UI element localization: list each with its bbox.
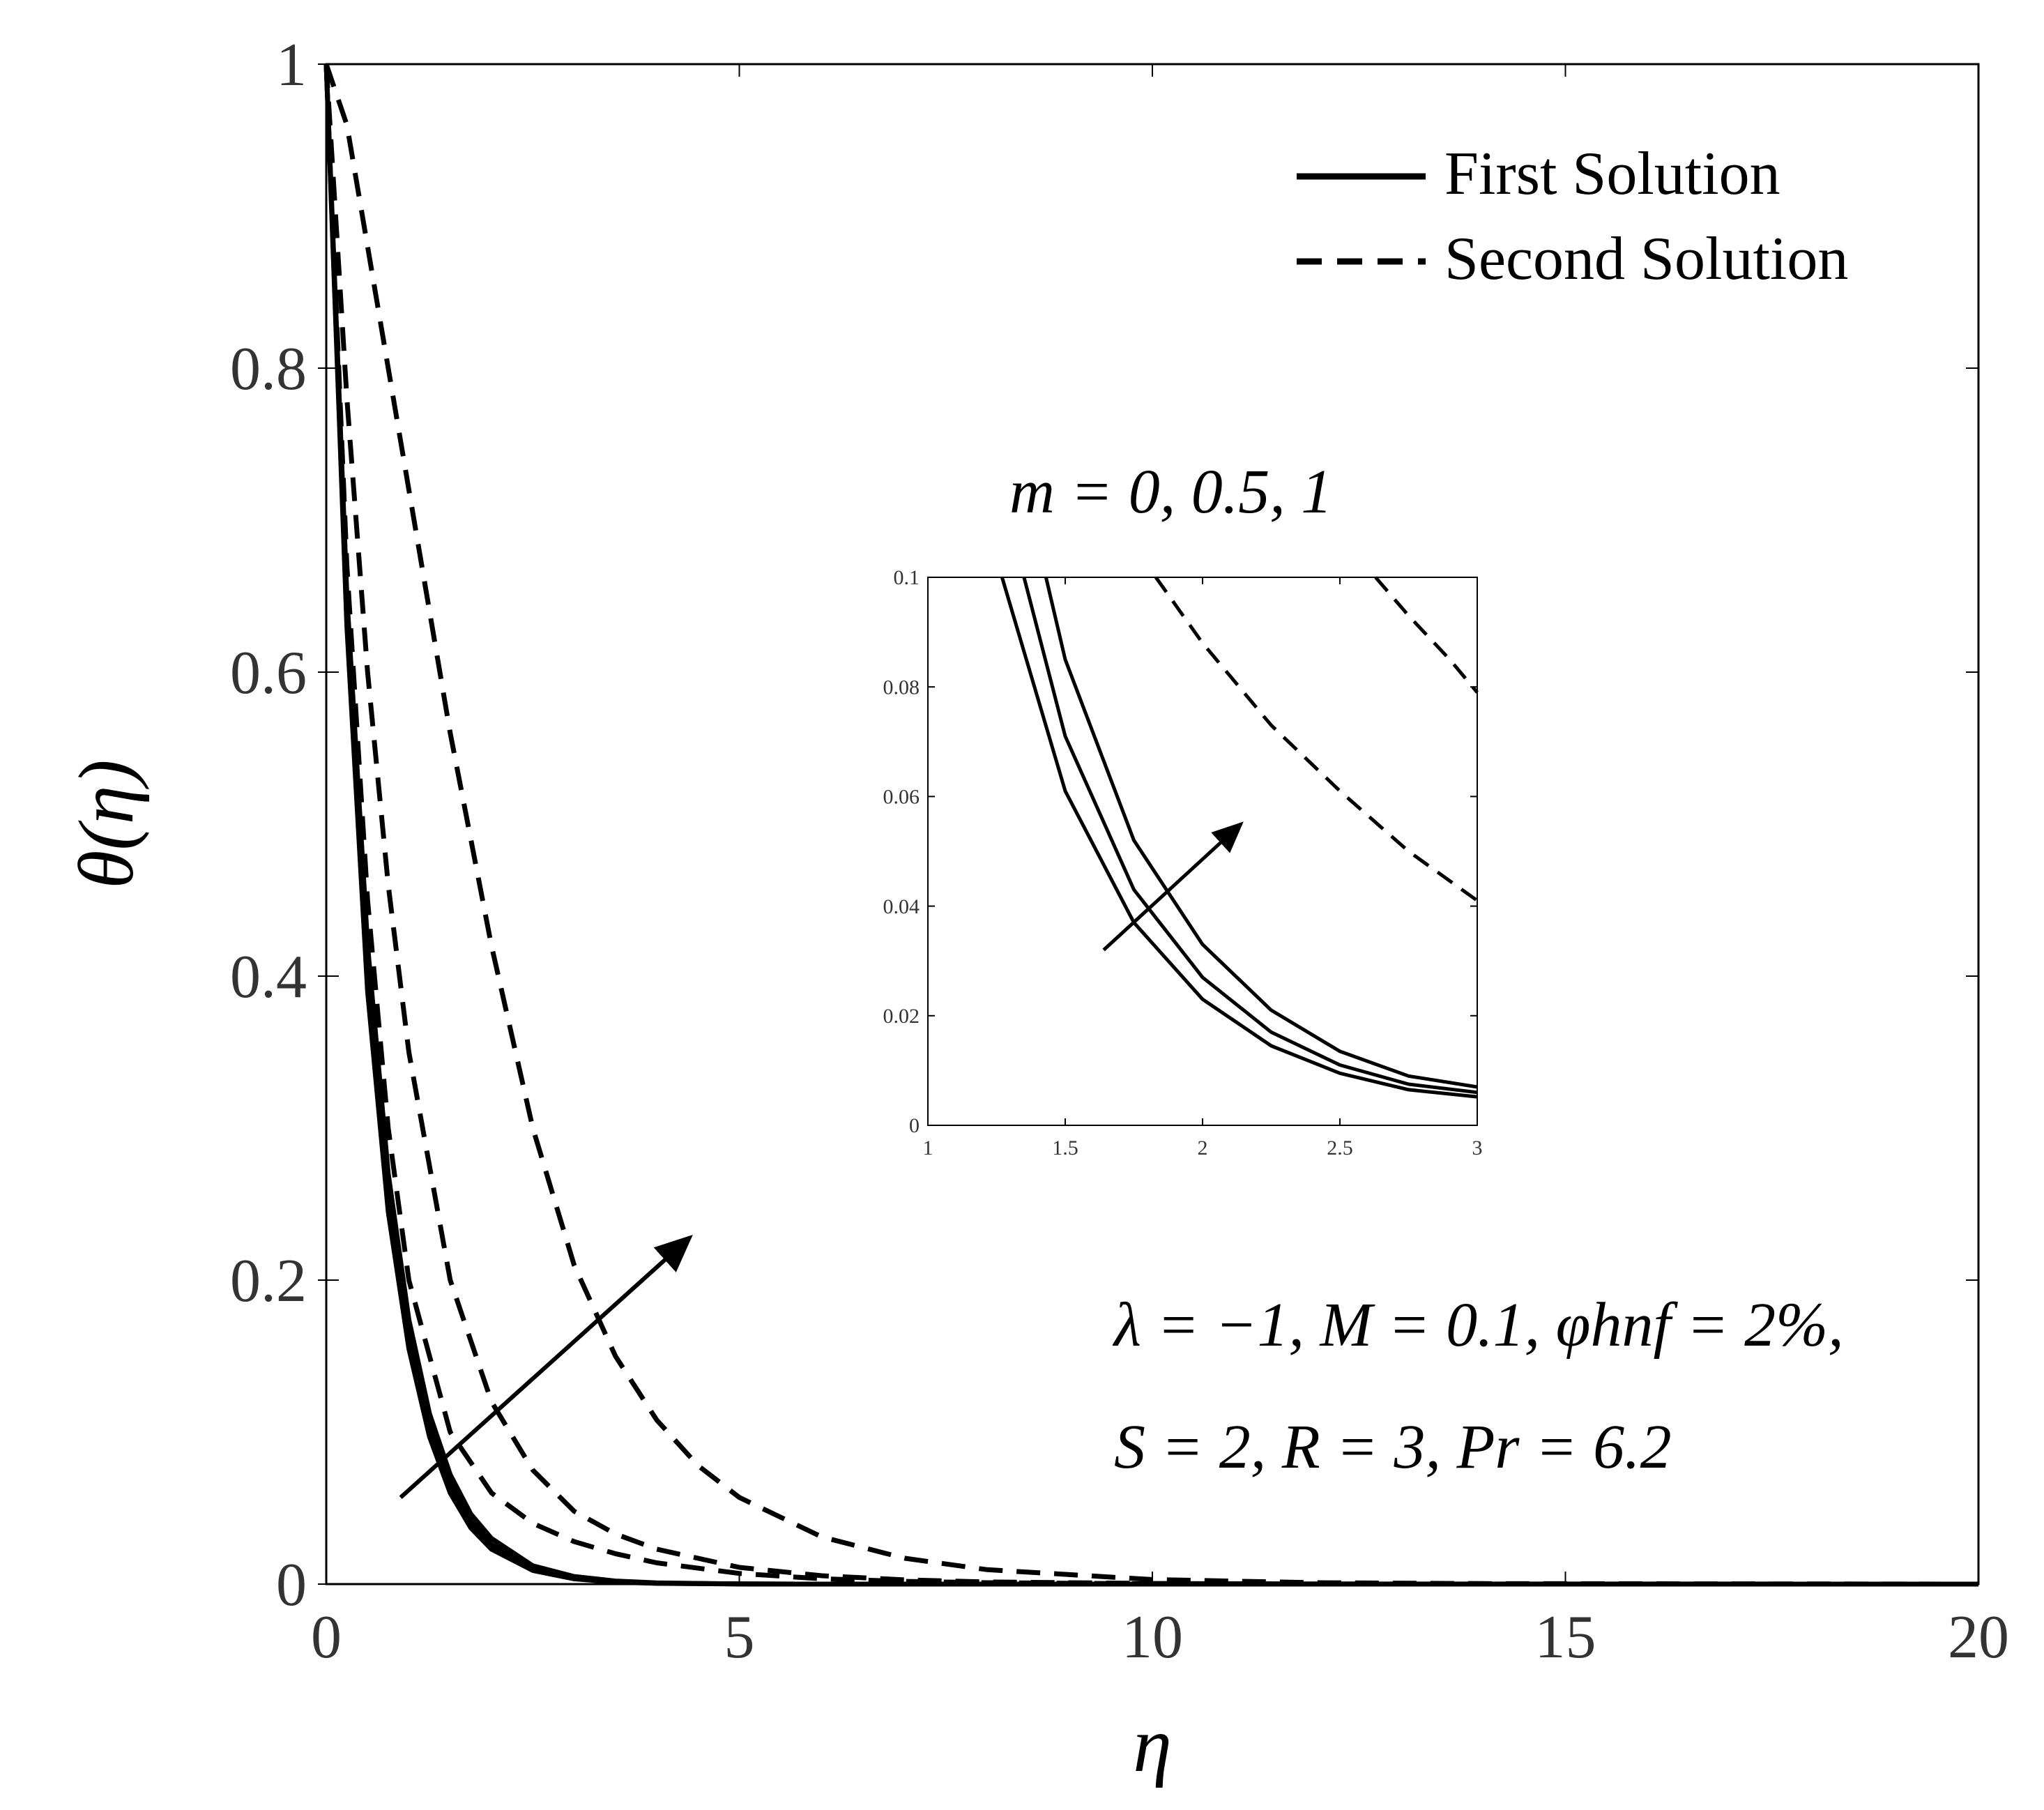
inset-series-second-solution-m-1 [1374,576,1479,694]
inset-arrow [1102,821,1244,952]
inset-xtick-label: 1.5 [1052,1136,1078,1159]
main-xtick-label: 5 [724,1604,755,1671]
inset-xtick-label: 2.5 [1327,1136,1353,1159]
inset-tick-labels: 1 1.5 2 2.5 3 0 0.02 0.04 0.06 0.08 0.1 [883,566,1483,1159]
inset-series-first-solution-m-0 [1000,577,1478,1099]
main-ytick-label: 0.6 [230,639,307,707]
inset-xtick-label: 3 [1472,1136,1483,1159]
inset-ytick-label: 0.1 [894,566,920,589]
main-series-second-solution-m-0 [323,63,1978,1587]
inset-ytick-label: 0.06 [883,786,920,809]
main-ytick-label: 0.4 [230,943,307,1011]
inset-background [928,577,1477,1125]
inset-series-first-solution-m-0-5 [1022,577,1478,1095]
inset-xtick-label: 2 [1198,1136,1208,1159]
main-ytick-label: 0 [276,1551,307,1619]
main-ytick-label: 1 [276,31,307,99]
inset-ytick-label: 0.08 [883,676,920,699]
main-arrow [399,1234,693,1499]
y-axis-label: θ(η) [63,759,150,888]
legend: First Solution Second Solution [1297,140,1848,293]
inset-tick-marks [927,577,1478,1126]
legend-label-first-solution: First Solution [1444,140,1780,208]
main-xtick-label: 15 [1535,1604,1596,1671]
main-series-first-solution-m-1 [323,63,1978,1587]
annotation-m-values: m = 0, 0.5, 1 [1009,457,1332,526]
inset-series-first-solution-m-1 [1044,577,1478,1089]
x-axis-label: η [1133,1702,1172,1788]
main-series-second-solution-m-1 [323,63,1979,1587]
main-xtick-label: 0 [311,1604,342,1671]
legend-label-second-solution: Second Solution [1444,225,1848,293]
main-series-second-solution-m-0-5 [323,63,1979,1587]
main-series-group [323,63,1979,1587]
main-xtick-label: 20 [1948,1604,2009,1671]
inset-xtick-label: 1 [923,1136,933,1159]
main-ytick-label: 0.8 [230,335,307,403]
inset-ytick-label: 0.04 [883,895,920,918]
annotation-parameters-line-1: λ = −1, M = 0.1, φhnf = 2%, [1112,1291,1844,1360]
inset-ytick-label: 0 [909,1114,920,1137]
inset-series-group [1000,576,1479,1099]
main-ytick-label: 0.2 [230,1247,307,1315]
main-xtick-label: 10 [1122,1604,1183,1671]
annotation-parameters-line-2: S = 2, R = 3, Pr = 6.2 [1114,1413,1672,1482]
inset-series-second-solution-m-0-5 [1154,576,1479,902]
inset-ytick-label: 0.02 [883,1005,920,1028]
